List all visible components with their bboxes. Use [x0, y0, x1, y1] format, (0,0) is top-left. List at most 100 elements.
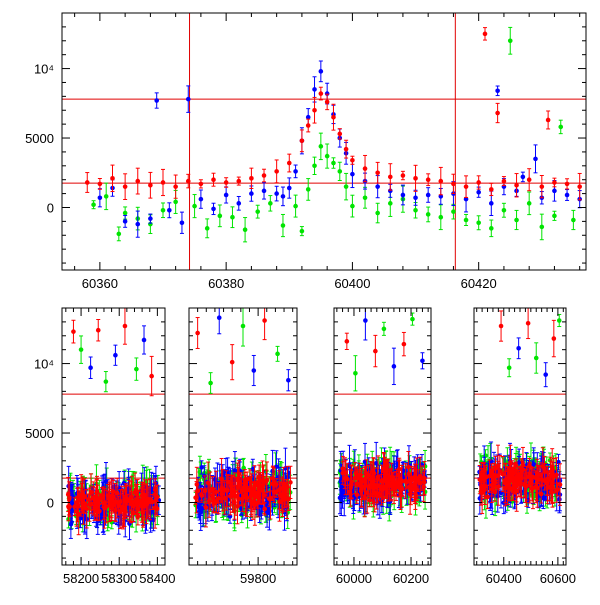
green-data-point — [205, 226, 210, 231]
top-data-layer — [62, 13, 586, 270]
red-data-point — [211, 177, 216, 182]
red-data-point — [540, 184, 545, 189]
red-data-point — [85, 180, 90, 185]
red-data-point — [253, 503, 258, 508]
green-data-point — [558, 125, 563, 130]
green-data-point — [117, 232, 122, 237]
red-data-point — [216, 496, 221, 501]
green-data-point — [192, 204, 197, 209]
green-data-point — [243, 227, 248, 232]
red-data-point — [67, 505, 72, 510]
x-tick-label: 60360 — [82, 276, 118, 291]
red-data-point — [268, 496, 273, 501]
x-tick-label: 58200 — [63, 571, 99, 586]
red-data-point — [207, 499, 212, 504]
red-data-point — [66, 492, 71, 497]
red-data-point — [121, 507, 126, 512]
green-data-point — [293, 204, 298, 209]
red-data-point — [345, 477, 350, 482]
red-data-point — [237, 481, 242, 486]
blue-data-point — [521, 175, 526, 180]
red-data-point — [123, 184, 128, 189]
red-data-point — [416, 478, 421, 483]
green-data-point — [161, 208, 166, 213]
red-data-point — [337, 132, 342, 137]
red-data-point — [280, 492, 285, 497]
x-tick-label: 58400 — [139, 571, 175, 586]
red-data-point — [224, 180, 229, 185]
red-data-point — [552, 180, 557, 185]
red-data-point — [243, 493, 248, 498]
green-data-point — [375, 211, 380, 216]
red-data-point — [325, 100, 330, 105]
green-data-point — [123, 211, 128, 216]
green-data-point — [363, 195, 368, 200]
blue-data-point — [249, 191, 254, 196]
blue-data-point — [495, 88, 500, 93]
green-data-point — [527, 201, 532, 206]
red-data-point — [135, 179, 140, 184]
blue-outlier-point — [88, 365, 93, 370]
red-data-point — [350, 158, 355, 163]
red-data-point — [344, 147, 349, 152]
red-data-point — [229, 484, 234, 489]
green-data-point — [464, 218, 469, 223]
blue-data-point — [281, 194, 286, 199]
red-outlier-point — [123, 324, 128, 329]
red-data-point — [129, 502, 134, 507]
red-data-point — [100, 495, 105, 500]
red-outlier-point — [195, 331, 200, 336]
red-outlier-point — [262, 318, 267, 323]
red-data-point — [577, 184, 582, 189]
green-data-point — [350, 204, 355, 209]
blue-data-point — [167, 208, 172, 213]
red-data-point — [135, 503, 140, 508]
green-data-point — [306, 187, 311, 192]
green-data-point — [344, 184, 349, 189]
red-data-point — [148, 183, 153, 188]
green-outlier-point — [208, 381, 213, 386]
y-tick-label: 0 — [47, 200, 54, 215]
red-data-point — [546, 118, 551, 123]
red-data-point — [287, 161, 292, 166]
blue-data-point — [211, 207, 216, 212]
red-data-point — [236, 179, 241, 184]
red-data-point — [84, 506, 89, 511]
blue-data-point — [154, 98, 159, 103]
green-data-point — [173, 200, 178, 205]
green-data-point — [281, 223, 286, 228]
red-outlier-point — [149, 374, 154, 379]
red-data-point — [527, 177, 532, 182]
red-outlier-point — [230, 360, 235, 365]
red-data-point — [126, 497, 131, 502]
red-data-point — [438, 179, 443, 184]
red-data-point — [150, 500, 155, 505]
red-data-point — [173, 184, 178, 189]
blue-data-point — [148, 216, 153, 221]
red-data-point — [388, 175, 393, 180]
blue-data-point — [180, 220, 185, 225]
red-data-point — [242, 481, 247, 486]
blue-data-point — [287, 186, 292, 191]
blue-data-point — [236, 201, 241, 206]
segment-data-layer — [189, 301, 297, 530]
red-data-point — [264, 479, 269, 484]
green-data-point — [571, 218, 576, 223]
x-tick-label: 60400 — [334, 276, 370, 291]
green-data-point — [319, 144, 324, 149]
blue-data-point — [123, 219, 128, 224]
red-data-point — [262, 173, 267, 178]
green-data-point — [325, 154, 330, 159]
red-data-point — [111, 503, 116, 508]
red-data-point — [363, 166, 368, 171]
red-data-point — [272, 490, 277, 495]
red-data-point — [110, 176, 115, 181]
blue-data-point — [476, 190, 481, 195]
blue-data-point — [233, 468, 238, 473]
blue-data-point — [135, 222, 140, 227]
